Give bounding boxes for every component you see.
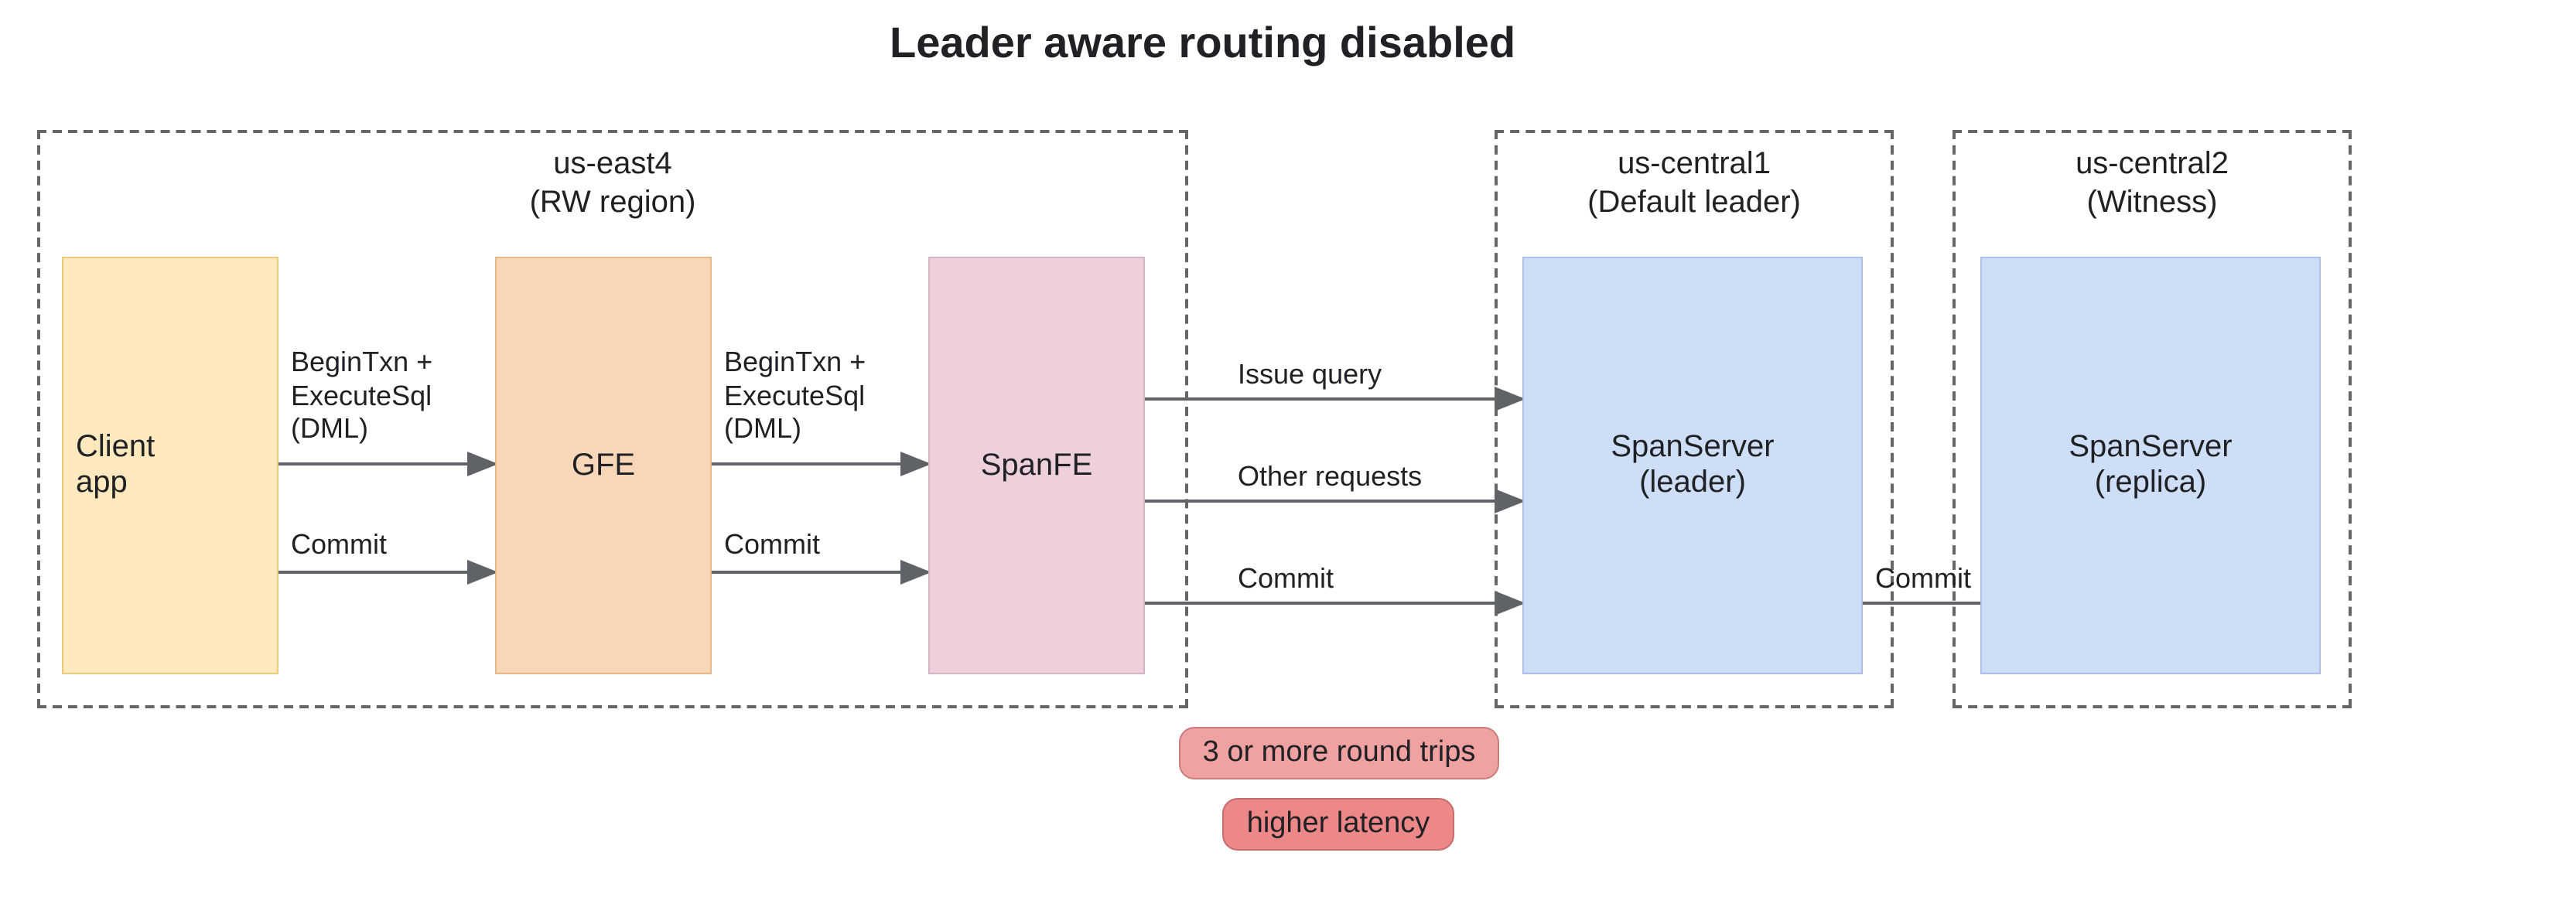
node-spanfe: SpanFE xyxy=(928,257,1145,674)
node-label-line2: app xyxy=(76,466,155,501)
region-label: us-central1(Default leader) xyxy=(1498,145,1891,223)
badge-b2: higher latency xyxy=(1222,798,1454,851)
edge-label-e2: Commit xyxy=(291,529,387,562)
node-label: GFE xyxy=(572,448,635,483)
edge-label-e8: Commit xyxy=(1875,563,1971,596)
edge-label-line: Commit xyxy=(724,529,820,562)
edge-label-line: (DML) xyxy=(724,413,866,446)
badge-b1: 3 or more round trips xyxy=(1179,727,1499,779)
node-label: SpanFE xyxy=(981,448,1093,483)
node-label-line1: GFE xyxy=(572,448,635,483)
edge-label-e6: Other requests xyxy=(1238,461,1422,494)
edge-label-line: Commit xyxy=(1238,563,1334,596)
node-label-line1: SpanServer xyxy=(1611,430,1774,466)
node-gfe: GFE xyxy=(495,257,712,674)
edge-label-e3: BeginTxn +ExecuteSql(DML) xyxy=(724,346,866,447)
node-label: Clientapp xyxy=(76,430,155,501)
region-label-line1: us-central2 xyxy=(1956,145,2349,184)
badge-text: 3 or more round trips xyxy=(1203,736,1476,770)
node-label-line2: (leader) xyxy=(1611,466,1774,501)
node-leader: SpanServer(leader) xyxy=(1522,257,1863,674)
edge-label-line: Other requests xyxy=(1238,461,1422,494)
edge-label-line: (DML) xyxy=(291,413,432,446)
edge-label-line: ExecuteSql xyxy=(724,380,866,413)
edge-label-e4: Commit xyxy=(724,529,820,562)
node-label-line1: Client xyxy=(76,430,155,466)
node-label-line2: (replica) xyxy=(2069,466,2232,501)
region-label-line1: us-central1 xyxy=(1498,145,1891,184)
edge-label-line: BeginTxn + xyxy=(724,346,866,380)
node-label: SpanServer(leader) xyxy=(1611,430,1774,501)
edge-label-line: Issue query xyxy=(1238,359,1382,392)
region-label-line2: (Witness) xyxy=(1956,184,2349,223)
diagram-title: Leader aware routing disabled xyxy=(890,19,1515,68)
node-replica: SpanServer(replica) xyxy=(1980,257,2321,674)
region-label-line2: (Default leader) xyxy=(1498,184,1891,223)
region-label-line2: (RW region) xyxy=(40,184,1185,223)
edge-label-e5: Issue query xyxy=(1238,359,1382,392)
edge-label-e7: Commit xyxy=(1238,563,1334,596)
node-label-line1: SpanFE xyxy=(981,448,1093,483)
node-label: SpanServer(replica) xyxy=(2069,430,2232,501)
region-label: us-central2(Witness) xyxy=(1956,145,2349,223)
region-label: us-east4(RW region) xyxy=(40,145,1185,223)
edge-label-line: Commit xyxy=(1875,563,1971,596)
node-label-line1: SpanServer xyxy=(2069,430,2232,466)
edge-label-line: Commit xyxy=(291,529,387,562)
edge-label-line: ExecuteSql xyxy=(291,380,432,413)
edge-label-line: BeginTxn + xyxy=(291,346,432,380)
badge-text: higher latency xyxy=(1247,807,1430,841)
node-client: Clientapp xyxy=(62,257,278,674)
edge-label-e1: BeginTxn +ExecuteSql(DML) xyxy=(291,346,432,447)
region-label-line1: us-east4 xyxy=(40,145,1185,184)
